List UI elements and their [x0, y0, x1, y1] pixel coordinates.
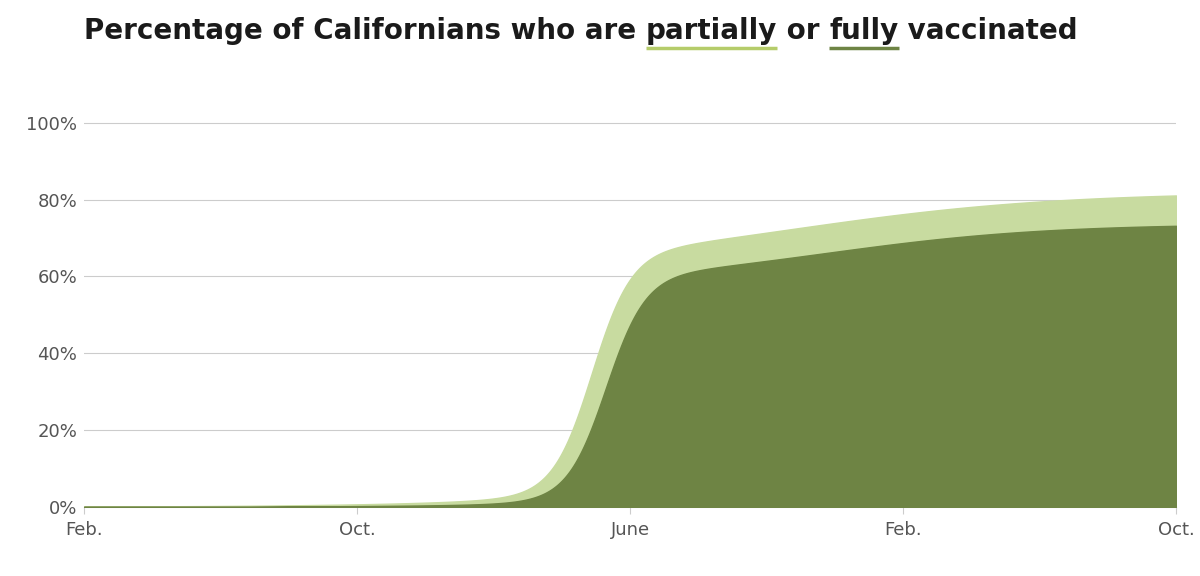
Text: or: or	[778, 17, 829, 46]
Text: Percentage of Californians who are: Percentage of Californians who are	[84, 17, 646, 46]
Text: fully: fully	[829, 17, 899, 46]
Text: partially: partially	[646, 17, 778, 46]
Text: vaccinated: vaccinated	[899, 17, 1078, 46]
